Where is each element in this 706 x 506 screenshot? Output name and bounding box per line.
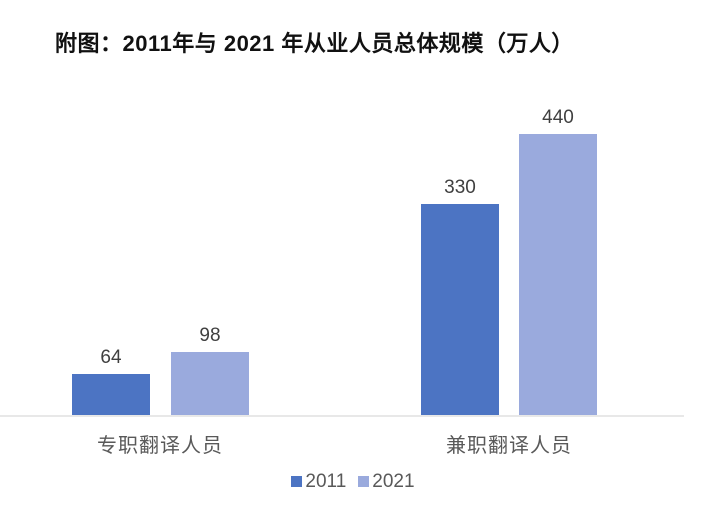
category-label-parttime: 兼职翻译人员 xyxy=(446,435,572,457)
legend-item-2021: 2021 xyxy=(358,471,415,492)
legend-item-2011: 2011 xyxy=(291,472,346,491)
value-label-fulltime-2021: 98 xyxy=(199,325,221,346)
legend-label-2011: 2011 xyxy=(305,471,347,492)
bar-parttime-2011 xyxy=(421,204,499,415)
legend-swatch-2021-icon xyxy=(358,476,370,487)
chart-legend: 2011 2021 xyxy=(0,472,706,491)
value-label-parttime-2011: 330 xyxy=(444,177,476,198)
x-axis-line xyxy=(0,415,684,417)
value-label-parttime-2021: 440 xyxy=(542,107,574,128)
plot-area: 64 98 330 440 xyxy=(0,100,684,415)
chart-title: 附图：2011年与 2021 年从业人员总体规模（万人） xyxy=(55,31,574,56)
value-label-fulltime-2011: 64 xyxy=(100,347,122,368)
category-label-fulltime: 专职翻译人员 xyxy=(97,435,223,457)
bar-fulltime-2021 xyxy=(171,352,249,415)
bar-fulltime-2011 xyxy=(72,374,150,415)
bar-column-parttime-2021: 440 xyxy=(519,108,597,415)
bar-parttime-2021 xyxy=(519,134,597,415)
bar-column-parttime-2011: 330 xyxy=(421,178,499,415)
bar-column-fulltime-2021: 98 xyxy=(171,326,249,415)
bar-column-fulltime-2011: 64 xyxy=(72,348,150,415)
legend-swatch-2011-icon xyxy=(291,476,303,487)
legend-label-2021: 2021 xyxy=(372,471,415,492)
